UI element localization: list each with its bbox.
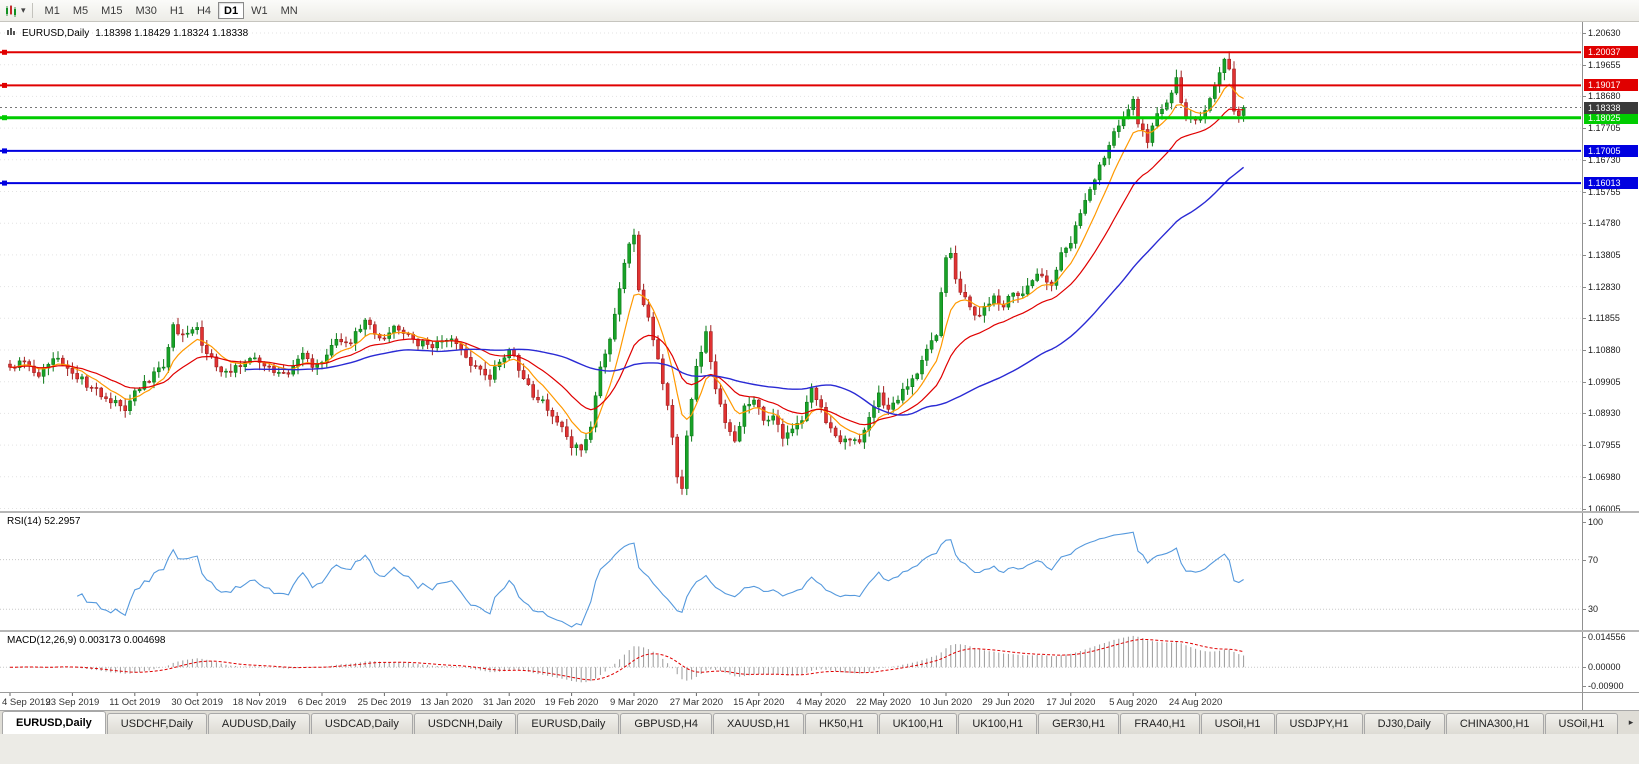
- svg-text:27 Mar 2020: 27 Mar 2020: [670, 697, 723, 708]
- hline-price-badge: 1.18025: [1584, 112, 1638, 124]
- timeframe-button-m1[interactable]: M1: [44, 4, 60, 17]
- timeframe-button-m15[interactable]: M15: [101, 4, 123, 17]
- timeframe-button-m30[interactable]: M30: [135, 4, 157, 17]
- svg-text:25 Dec 2019: 25 Dec 2019: [357, 697, 411, 708]
- price-tick-label: 1.06980: [1583, 472, 1621, 482]
- chart-tab-usdjpy-h1[interactable]: USDJPY,H1: [1275, 713, 1363, 734]
- chart-symbol-icon: [7, 27, 16, 39]
- chart-area[interactable]: 4 Sep 2019 23 Sep 2019 11 Oct 2019 30 Oct 2…: [0, 22, 1639, 710]
- price-tick-label: 1.20630: [1583, 28, 1621, 38]
- hline-price-badge: 1.16013: [1584, 177, 1638, 189]
- chart-symbol-period: EURUSD,Daily: [22, 27, 90, 39]
- current-price-badge: 1.18338: [1584, 102, 1638, 114]
- pane-separator-macd[interactable]: [0, 630, 1639, 632]
- timeframe-button-h1[interactable]: H1: [169, 4, 184, 17]
- chart-ohlc-values: 1.18398 1.18429 1.18324 1.18338: [95, 27, 249, 39]
- chart-tab-usdchf-daily[interactable]: USDCHF,Daily: [106, 713, 207, 734]
- svg-text:10 Jun 2020: 10 Jun 2020: [920, 697, 972, 708]
- svg-text:24 Aug 2020: 24 Aug 2020: [1169, 697, 1222, 708]
- timeframe-buttons-group: M1 M5 M15 M30 H1 H4 D1 W1 MN: [39, 2, 305, 19]
- svg-text:18 Nov 2019: 18 Nov 2019: [233, 697, 287, 708]
- chart-tab-ger30-h1[interactable]: GER30,H1: [1038, 713, 1120, 734]
- svg-text:22 May 2020: 22 May 2020: [856, 697, 911, 708]
- pane-separator-rsi[interactable]: [0, 511, 1639, 513]
- price-tick-label: 1.12830: [1583, 282, 1621, 292]
- price-tick-label: 1.17705: [1583, 123, 1621, 133]
- toolbar-separator: [31, 3, 33, 18]
- svg-text:19 Feb 2020: 19 Feb 2020: [545, 697, 598, 708]
- hline-price-badge: 1.17005: [1584, 145, 1638, 157]
- timeframe-button-m5[interactable]: M5: [72, 4, 89, 17]
- macd-indicator-label: MACD(12,26,9) 0.003173 0.004698: [7, 635, 166, 646]
- timeframe-button-w1[interactable]: W1: [251, 4, 268, 17]
- svg-text:15 Apr 2020: 15 Apr 2020: [733, 697, 784, 708]
- time-axis-line: [0, 692, 1639, 693]
- chart-header: EURUSD,Daily 1.18398 1.18429 1.18324 1.1…: [7, 27, 248, 39]
- chart-tab-gbpusd-h4[interactable]: GBPUSD,H4: [620, 713, 712, 734]
- svg-text:23 Sep 2019: 23 Sep 2019: [45, 697, 99, 708]
- chart-tab-eurusd-daily[interactable]: EURUSD,Daily: [517, 713, 620, 734]
- chart-tab-usoil-h1[interactable]: USOil,H1: [1544, 713, 1619, 734]
- price-tick-label: 1.16730: [1583, 155, 1621, 165]
- chart-tab-uk100-h1[interactable]: UK100,H1: [878, 713, 958, 734]
- svg-text:4 May 2020: 4 May 2020: [796, 697, 846, 708]
- chart-tab-fra40-h1[interactable]: FRA40,H1: [1120, 713, 1200, 734]
- price-tick-label: 1.06005: [1583, 504, 1621, 514]
- price-tick-label: 1.13805: [1583, 250, 1621, 260]
- timeframe-button-mn[interactable]: MN: [280, 4, 298, 17]
- timeframe-toolbar: ▾ M1 M5 M15 M30 H1 H4 D1 W1 MN: [0, 0, 1639, 22]
- svg-text:5 Aug 2020: 5 Aug 2020: [1109, 697, 1157, 708]
- svg-text:9 Mar 2020: 9 Mar 2020: [610, 697, 658, 708]
- price-tick-label: 1.19655: [1583, 60, 1621, 70]
- chart-tab-eurusd-daily[interactable]: EURUSD,Daily: [2, 711, 106, 734]
- chart-tabs-bar: EURUSD,Daily USDCHF,Daily AUDUSD,Daily USDC…: [0, 710, 1639, 734]
- chart-tab-usoil-h1[interactable]: USOil,H1: [1200, 713, 1275, 734]
- macd-level-label: -0.00900: [1583, 681, 1624, 691]
- chart-tab-usdcad-daily[interactable]: USDCAD,Daily: [310, 713, 413, 734]
- chart-tab-dj30-daily[interactable]: DJ30,Daily: [1363, 713, 1445, 734]
- price-tick-label: 1.09905: [1583, 377, 1621, 387]
- macd-level-label: 0.014556: [1583, 632, 1626, 642]
- dropdown-caret-icon[interactable]: ▾: [21, 5, 26, 15]
- timeframe-button-d1[interactable]: D1: [218, 2, 245, 19]
- tab-scroll-right-button[interactable]: ▸: [1623, 712, 1639, 732]
- chart-type-icon[interactable]: [5, 4, 19, 18]
- timeframe-button-h4[interactable]: H4: [196, 4, 212, 17]
- rsi-indicator-label: RSI(14) 52.2957: [7, 516, 81, 527]
- price-tick-label: 1.08930: [1583, 408, 1621, 418]
- rsi-level-label: 70: [1582, 555, 1599, 565]
- svg-text:13 Jan 2020: 13 Jan 2020: [421, 697, 473, 708]
- svg-text:30 Oct 2019: 30 Oct 2019: [171, 697, 223, 708]
- price-tick-label: 1.14780: [1583, 218, 1621, 228]
- rsi-level-label: 100: [1582, 517, 1604, 527]
- price-axis[interactable]: 1.20630 1.19655 1.18680 1.17705 1.16730 1.157…: [1582, 22, 1639, 710]
- price-tick-label: 1.07955: [1583, 440, 1621, 450]
- chart-tab-usdcnh-daily[interactable]: USDCNH,Daily: [413, 713, 517, 734]
- chart-tab-uk100-h1[interactable]: UK100,H1: [958, 713, 1038, 734]
- price-tick-label: 1.18680: [1583, 91, 1621, 101]
- chart-tab-audusd-daily[interactable]: AUDUSD,Daily: [207, 713, 310, 734]
- hline-price-badge: 1.19017: [1584, 79, 1638, 91]
- svg-text:29 Jun 2020: 29 Jun 2020: [982, 697, 1034, 708]
- chart-tab-hk50-h1[interactable]: HK50,H1: [804, 713, 878, 734]
- price-tick-label: 1.11855: [1583, 313, 1620, 323]
- macd-level-label: 0.00000: [1583, 662, 1621, 672]
- svg-text:17 Jul 2020: 17 Jul 2020: [1046, 697, 1095, 708]
- svg-text:31 Jan 2020: 31 Jan 2020: [483, 697, 535, 708]
- chart-tab-china300-h1[interactable]: CHINA300,H1: [1445, 713, 1544, 734]
- chart-tab-xauusd-h1[interactable]: XAUUSD,H1: [712, 713, 804, 734]
- price-tick-label: 1.15755: [1583, 187, 1621, 197]
- rsi-level-label: 30: [1582, 604, 1599, 614]
- svg-text:4 Sep 2019: 4 Sep 2019: [2, 697, 51, 708]
- hline-price-badge: 1.20037: [1584, 46, 1638, 58]
- svg-text:11 Oct 2019: 11 Oct 2019: [109, 697, 160, 708]
- price-tick-label: 1.10880: [1583, 345, 1621, 355]
- svg-text:6 Dec 2019: 6 Dec 2019: [298, 697, 347, 708]
